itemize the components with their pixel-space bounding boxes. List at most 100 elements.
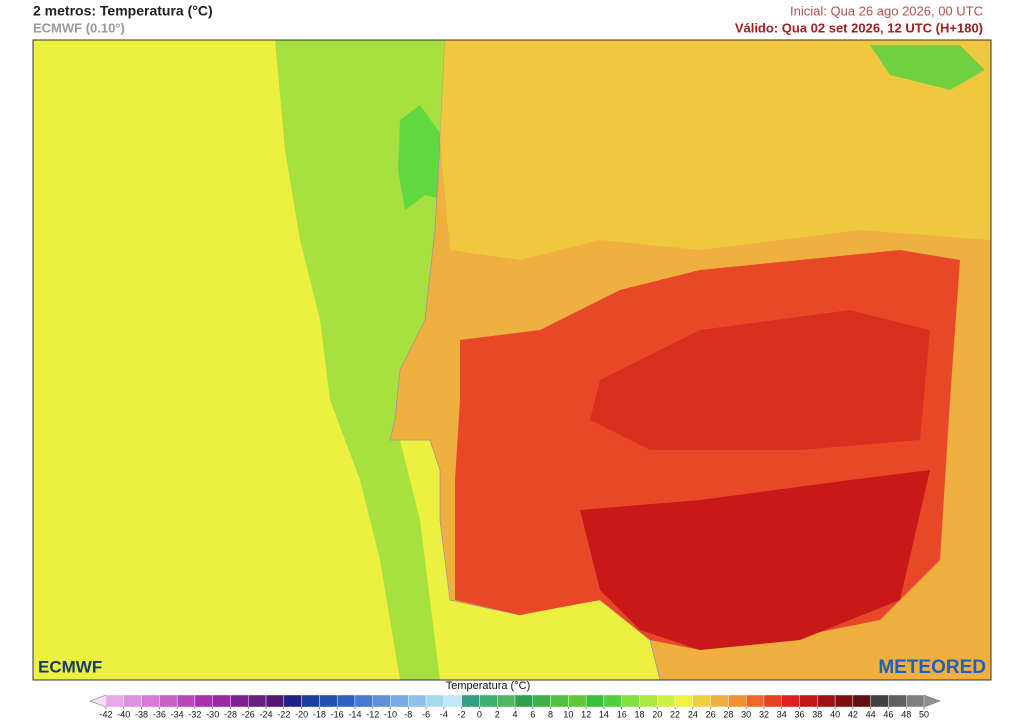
colorbar-tick-label: -10 — [384, 709, 397, 719]
colorbar-tick-label: -30 — [206, 709, 219, 719]
map-frame — [32, 39, 992, 681]
colorbar-tick-label: -8 — [404, 709, 412, 719]
color-bin — [372, 694, 391, 708]
colorbar-tick-label: 22 — [670, 709, 680, 719]
color-bin — [728, 694, 747, 708]
colorbar-tick-label: 0 — [477, 709, 482, 719]
color-bin — [674, 694, 694, 708]
color-bin — [176, 694, 196, 708]
cool-patch — [398, 105, 445, 210]
color-bin — [301, 694, 320, 708]
colorbar-tick-label: -16 — [331, 709, 344, 719]
colorbar-tick-label: 2 — [495, 709, 500, 719]
color-bin — [799, 694, 818, 708]
colorbar-tick-label: 30 — [741, 709, 751, 719]
valid-time: Válido: Qua 02 set 2026, 12 UTC (H+180) — [735, 20, 983, 35]
colorbar-tick-label: 48 — [901, 709, 911, 719]
color-bin — [834, 694, 854, 708]
colorbar-tick-label: 8 — [548, 709, 553, 719]
colorbar-tick-label: -14 — [348, 709, 361, 719]
color-bin — [888, 694, 907, 708]
color-bin — [639, 694, 658, 708]
colorbar-tick-label: -6 — [422, 709, 430, 719]
ecmwf-logo: ECMWF — [38, 657, 102, 676]
colorbar-over — [923, 694, 941, 708]
colorbar-tick-label: 10 — [563, 709, 573, 719]
colorbar-tick-label: 26 — [706, 709, 716, 719]
color-bin — [390, 694, 409, 708]
color-bin — [425, 694, 445, 708]
colorbar-tick-label: -12 — [366, 709, 379, 719]
north-green — [870, 45, 985, 90]
colorbar-tick-label: 4 — [512, 709, 517, 719]
color-bin — [621, 694, 640, 708]
color-bin — [248, 694, 267, 708]
color-bin — [159, 694, 178, 708]
color-bin — [230, 694, 249, 708]
color-bin — [692, 694, 711, 708]
title: 2 metros: Temperatura (°C) — [33, 3, 213, 19]
color-bin — [319, 694, 338, 708]
colorbar-tick-label: 40 — [830, 709, 840, 719]
colorbar-tick-label: 32 — [759, 709, 769, 719]
colorbar-tick-label: -26 — [242, 709, 255, 719]
color-bin — [497, 694, 516, 708]
colorbar-tick-label: -38 — [135, 709, 148, 719]
color-bin — [212, 694, 231, 708]
colorbar-tick-label: 18 — [634, 709, 644, 719]
subtitle: ECMWF (0.10°) — [33, 20, 125, 35]
color-bin — [283, 694, 302, 708]
color-bin — [657, 694, 676, 708]
color-bin — [550, 694, 569, 708]
colorbar-tick-label: -4 — [440, 709, 448, 719]
color-bin — [123, 694, 142, 708]
color-bin — [194, 694, 213, 708]
ocean-warm-band — [275, 40, 445, 680]
colorbar-tick-label: -2 — [458, 709, 466, 719]
colorbar-tick-label: 42 — [848, 709, 858, 719]
colorbar-tick-label: -40 — [117, 709, 130, 719]
colorbar-tick-label: 46 — [883, 709, 893, 719]
initial-time: Inicial: Qua 26 ago 2026, 00 UTC — [790, 3, 983, 18]
colorbar-under — [89, 694, 107, 708]
colorbar: -42 -40 -38 -36 -34 -32 -30 -28 -26 -24 -22 -20 -18-… — [89, 694, 941, 719]
map: ECMWF METEORED — [32, 39, 992, 681]
color-bin — [461, 694, 480, 708]
color-bin — [141, 694, 160, 708]
color-bin — [443, 694, 462, 708]
color-bin — [479, 694, 498, 708]
color-bin — [532, 694, 551, 708]
colorbar-tick-label: -28 — [224, 709, 237, 719]
color-bin — [781, 694, 800, 708]
colorbar-tick-label: 24 — [688, 709, 698, 719]
colorbar-tick-label: 20 — [652, 709, 662, 719]
color-bin — [603, 694, 622, 708]
hot-core — [590, 310, 930, 450]
colorbar-tick-label: 44 — [866, 709, 876, 719]
color-bin — [852, 694, 871, 708]
colorbar-tick-label: -42 — [99, 709, 112, 719]
north-land — [440, 40, 991, 260]
very-hot-region — [580, 470, 930, 650]
colorbar-tick-label: -22 — [277, 709, 290, 719]
color-bin — [336, 694, 356, 708]
color-bin — [870, 694, 889, 708]
colorbar-tick-label: 50 — [919, 709, 929, 719]
colorbar-tick-label: -18 — [313, 709, 326, 719]
colorbar-label: Temperatura (°C) — [446, 680, 530, 692]
color-bin — [585, 694, 605, 708]
color-bin — [710, 694, 729, 708]
colorbar-tick-label: 12 — [581, 709, 591, 719]
color-bin — [906, 694, 925, 708]
colorbar-tick-label: 34 — [777, 709, 787, 719]
colorbar-tick-label: 6 — [530, 709, 535, 719]
colorbar-tick-label: 16 — [617, 709, 627, 719]
colorbar-tick-label: -20 — [295, 709, 308, 719]
colorbar-tick-label: 36 — [795, 709, 805, 719]
colorbar-tick-label: 14 — [599, 709, 609, 719]
colorbar-tick-label: -36 — [153, 709, 166, 719]
color-bin — [105, 694, 124, 708]
color-bin — [568, 694, 587, 708]
color-bin — [745, 694, 765, 708]
